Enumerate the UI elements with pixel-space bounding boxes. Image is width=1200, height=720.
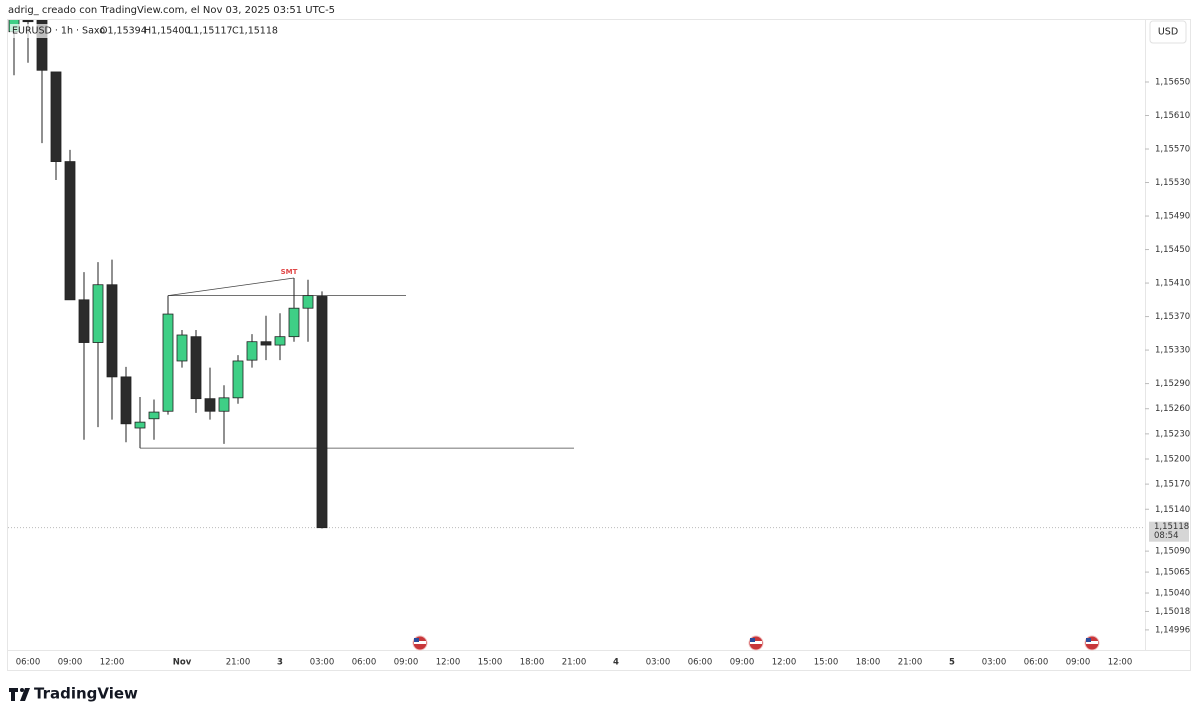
y-tick-label: 1,15230 [1155,429,1190,439]
y-tick-label: 1,15200 [1155,454,1190,464]
y-tick-label: 1,15610 [1155,111,1190,121]
candle-body [92,284,104,343]
legend-bg [10,24,270,38]
plot: SMT [8,20,1145,529]
x-tick-label: 09:00 [58,658,83,668]
x-tick-label: 12:00 [772,658,797,668]
x-tick-label: 09:00 [730,658,755,668]
candle-body [316,296,328,529]
y-tick-label: 1,14996 [1155,625,1190,635]
last-price-tag [1149,521,1189,542]
candle-body [22,20,34,23]
brand: TradingView [34,685,138,703]
y-tick-label: 1,15410 [1155,279,1190,289]
x-tick-label: 12:00 [436,658,461,668]
x-tick-label: 21:00 [898,658,923,668]
y-tick-label: 1,15040 [1155,589,1190,599]
event-icons [412,635,1100,651]
y-tick-label: 1,15570 [1155,145,1190,155]
legend-value: H1,15400 [144,26,190,37]
y-tick-label: 1,15065 [1155,568,1190,578]
x-tick-label: 03:00 [646,658,671,668]
candle-body [78,299,90,343]
candle-body [232,360,244,399]
candle-body [106,284,118,378]
currency-button[interactable] [1149,20,1187,44]
y-tick-label: 1,15650 [1155,77,1190,87]
candle-body [120,376,132,425]
candle-body [176,334,188,362]
caption: adrig_ creado con TradingView.com, el No… [8,5,335,16]
x-tick-label: 3 [277,658,283,668]
x-tick-label: 06:00 [352,658,377,668]
y-tick-label: 1,15530 [1155,178,1190,188]
candle-body [218,397,230,412]
legend-value: C1,15118 [232,26,278,37]
legend-value: O1,15394 [100,26,147,37]
y-tick-label: 1,15018 [1155,607,1190,617]
y-tick-label: 1,15330 [1155,346,1190,356]
x-tick-label: 15:00 [478,658,503,668]
y-tick-label: 1,15370 [1155,312,1190,322]
candle-body [36,20,48,71]
y-tick-label: 1,15090 [1155,547,1190,557]
last-price-label: 1,15118 [1154,522,1189,532]
drawing-label: SMT [281,268,298,276]
currency[interactable]: USD [1158,27,1178,38]
x-tick-label: 5 [949,658,955,668]
countdown: 08:54 [1154,531,1179,541]
candle-body [64,161,76,301]
candle-body [190,336,202,400]
candle-body [302,295,314,309]
y-tick-label: 1,15290 [1155,379,1190,389]
x-tick-label: 18:00 [520,658,545,668]
candle-body [204,398,216,412]
x-tick-label: 03:00 [982,658,1007,668]
legend-value: L1,15117 [188,26,233,37]
candle-body [134,421,146,429]
candle-body [246,341,258,361]
x-tick-label: 21:00 [226,658,251,668]
y-tick-label: 1,15490 [1155,212,1190,222]
candle-body [162,313,174,412]
y-tick-label: 1,15450 [1155,245,1190,255]
x-tick-label: 09:00 [1066,658,1091,668]
candle-body [274,336,286,346]
candle-body [260,341,272,346]
y-tick-label: 1,15170 [1155,480,1190,490]
y-tick-label: 1,15260 [1155,404,1190,414]
symbol: EURUSD · 1h · Saxo [12,26,105,37]
axes: 1,15650 1,15610 1,15570 1,15530 1,15490 1,154… [16,77,1190,667]
x-tick-label: 06:00 [16,658,41,668]
x-tick-label: 03:00 [310,658,335,668]
drawing-line [167,277,295,297]
y-tick-label: 1,15140 [1155,505,1190,515]
candle-body [50,71,62,162]
brand-logo [9,688,30,701]
x-tick-label: 18:00 [856,658,881,668]
x-tick-label: 06:00 [1024,658,1049,668]
x-tick-label: 15:00 [814,658,839,668]
x-tick-label: 21:00 [562,658,587,668]
candle-body [288,307,300,338]
x-tick-label: 12:00 [1108,658,1133,668]
x-tick-label: 12:00 [100,658,125,668]
x-tick-label: 4 [613,658,619,668]
x-tick-label: 06:00 [688,658,713,668]
x-tick-label: 09:00 [394,658,419,668]
x-tick-label: Nov [173,658,192,668]
candle-body [148,411,160,420]
frame [7,19,1191,671]
